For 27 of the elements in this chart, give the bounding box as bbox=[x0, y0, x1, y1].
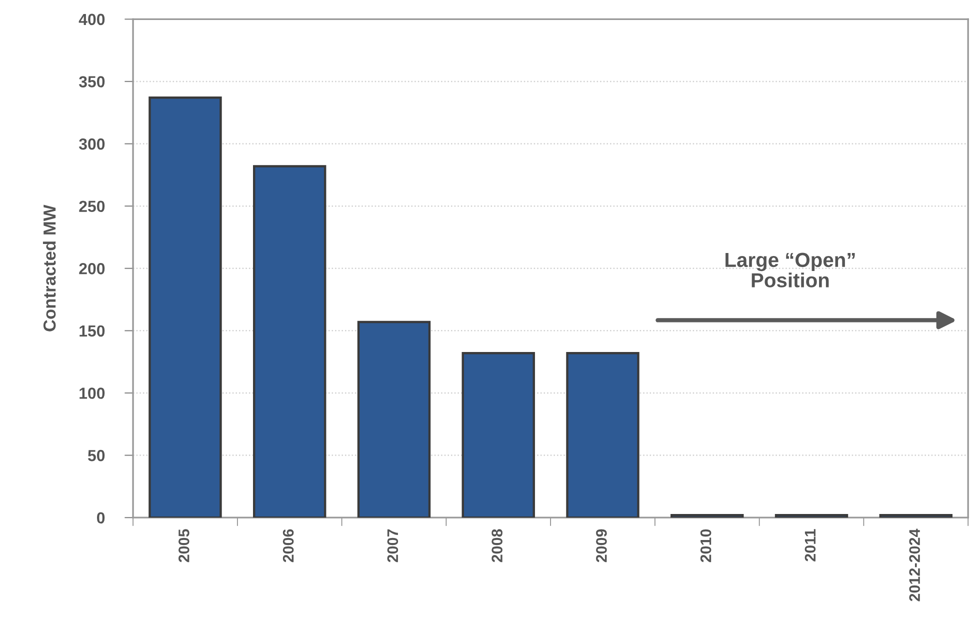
x-tick-label: 2008 bbox=[492, 529, 502, 562]
bar bbox=[148, 96, 222, 518]
x-tick-label: 2007 bbox=[387, 529, 398, 562]
y-tick-label: 100 bbox=[80, 388, 105, 399]
x-tick-label: 2005 bbox=[178, 529, 190, 562]
y-tick-label: 200 bbox=[79, 263, 105, 274]
y-tick-label: 0 bbox=[97, 512, 105, 524]
x-tick-label: 2009 bbox=[596, 529, 607, 562]
y-tick-label: 350 bbox=[78, 76, 105, 88]
y-tick-label: 300 bbox=[78, 138, 105, 150]
bar bbox=[462, 352, 535, 518]
annotation: Large “Open” Position bbox=[726, 252, 855, 288]
y-axis-title: Contracted MW bbox=[42, 204, 56, 332]
bar bbox=[566, 352, 640, 518]
y-tick-label: 50 bbox=[88, 450, 105, 462]
x-tick-label: 2010 bbox=[700, 529, 712, 562]
x-tick-label: 2011 bbox=[804, 529, 816, 562]
bar bbox=[357, 320, 431, 518]
bar bbox=[670, 514, 744, 518]
x-tick-label: 2012-2024 bbox=[909, 528, 920, 602]
bar bbox=[774, 514, 848, 518]
bar bbox=[879, 514, 952, 518]
bar bbox=[253, 165, 326, 518]
y-tick-label: 150 bbox=[80, 325, 105, 337]
y-tick-label: 400 bbox=[78, 14, 105, 26]
y-tick-label: 250 bbox=[79, 200, 105, 212]
x-tick-label: 2006 bbox=[282, 529, 294, 562]
